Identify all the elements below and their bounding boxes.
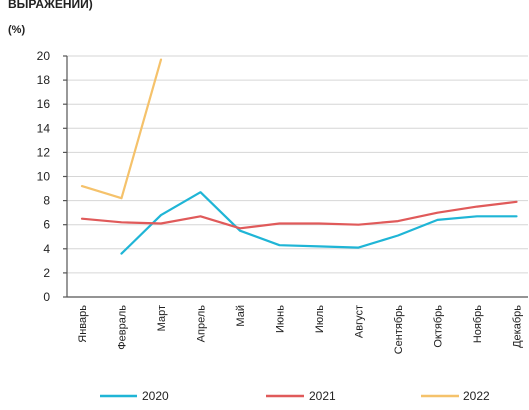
y-tick-label: 20 [37,49,51,63]
y-tick-label: 10 [37,170,51,184]
legend-item-2022: 2022 [421,389,490,403]
legend-item-2021: 2021 [266,389,336,403]
legend-item-2020: 2020 [100,389,169,403]
x-tick-label: Ноябрь [472,305,484,343]
x-tick-label: Май [235,305,247,327]
x-tick-label: Февраль [117,305,129,350]
y-tick-label: 16 [37,97,51,111]
series-lines [80,58,518,255]
legend-label-2022: 2022 [463,389,490,403]
legend-label-2021: 2021 [309,389,336,403]
y-tick-label: 12 [37,145,51,159]
series-line-2022 [80,58,163,200]
y-tick-label: 6 [43,218,50,232]
chart-title: ВЫРАЖЕНИИ) [8,0,93,11]
x-tick-label: Апрель [196,305,208,343]
x-tick-label: Январь [77,305,89,343]
legend-label-2020: 2020 [142,389,169,403]
y-tick-labels: 0 2 4 6 8 10 12 14 16 18 20 [37,49,51,304]
x-tick-label: Март [156,305,168,331]
y-tick-label: 8 [43,194,50,208]
series-line-2021 [80,200,518,230]
x-tick-label: Июль [314,305,326,333]
y-tick-label: 18 [37,73,51,87]
series-line-2020 [120,191,518,255]
legend: 2020 2021 2022 [100,389,490,403]
y-tick-label: 0 [43,290,50,304]
x-tick-label: Июнь [275,305,287,333]
axes [66,56,528,298]
y-tick-label: 2 [43,266,50,280]
y-tick-label: 4 [43,242,50,256]
x-tick-label: Сентябрь [393,305,405,355]
x-tick-labels: Январь Февраль Март Апрель Май Июнь Июль Август… [77,305,524,355]
x-tick-label: Декабрь [512,305,524,348]
y-unit-label: (%) [8,24,25,36]
x-tick-label: Август [354,305,366,338]
gridlines [63,55,528,298]
x-tick-label: Октябрь [433,305,445,348]
y-tick-label: 14 [37,121,51,135]
